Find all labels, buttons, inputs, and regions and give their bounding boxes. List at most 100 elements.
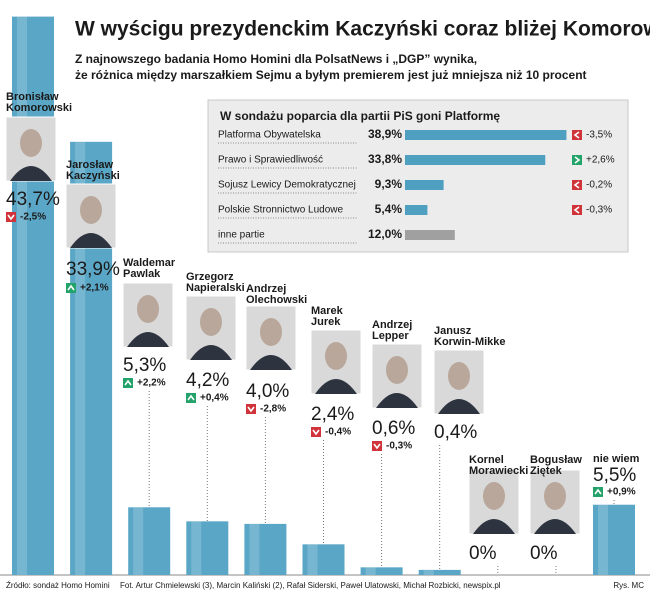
party-name: Prawo i Sprawiedliwość: [218, 155, 323, 166]
photo-suit: [190, 345, 232, 360]
bar-shine: [249, 523, 260, 575]
candidate-name: nie wiem: [593, 453, 640, 465]
value-label: 2,4%: [311, 404, 354, 425]
bar-shine: [75, 141, 86, 576]
change-label: -0,4%: [325, 427, 351, 438]
party-name: Platforma Obywatelska: [218, 130, 321, 141]
candidate-name: Jarosław Kaczyński: [66, 159, 120, 182]
party-name: inne partie: [218, 230, 265, 241]
inset-box: [207, 99, 629, 253]
change-icon-arrow: [67, 284, 75, 291]
change-icon: [572, 180, 582, 190]
photo-face: [137, 295, 159, 323]
change-icon: [311, 427, 321, 437]
inset-title: W sondażu poparcia dla partii PiS goni P…: [220, 109, 500, 123]
value-label: 4,2%: [186, 370, 229, 391]
candidate-name: Bronisław Komorowski: [6, 91, 73, 114]
photo-face: [483, 482, 505, 510]
bar-shine: [307, 544, 318, 575]
photo-credits: Fot. Artur Chmielewski (3), Marcin Kaliń…: [120, 581, 501, 590]
bar: [418, 569, 461, 575]
change-label: -0,3%: [386, 441, 412, 452]
value-label: 0,4%: [434, 422, 477, 443]
change-icon: [123, 378, 133, 388]
change-icon-arrow: [573, 131, 580, 139]
candidate-name: Bogusław Ziętek: [530, 454, 582, 477]
candidate-name: Waldemar Pawlak: [123, 257, 176, 280]
value-label: 33,9%: [66, 259, 120, 280]
bar: [244, 523, 287, 575]
bar: [405, 205, 428, 215]
bar: [405, 155, 546, 165]
photo-face: [386, 356, 408, 384]
bar: [405, 230, 455, 240]
change-icon-arrow: [574, 156, 581, 164]
change-icon-arrow: [7, 214, 15, 221]
change-icon: [572, 205, 582, 215]
change-label: -3,5%: [586, 130, 612, 141]
value-label: 4,0%: [246, 381, 289, 402]
bar-shine: [365, 567, 376, 575]
photo-face: [20, 129, 42, 157]
value-label: 43,7%: [6, 189, 60, 210]
photo-face: [325, 342, 347, 370]
subtitle: że różnica między marszałkiem Sejmu a by…: [75, 68, 587, 82]
photo-suit: [376, 393, 418, 408]
value-label: 0,6%: [372, 418, 415, 439]
bar-shine: [423, 569, 434, 575]
candidate-name: Andrzej Olechowski: [246, 283, 308, 306]
change-label: +2,6%: [586, 155, 615, 166]
bar: [12, 16, 54, 576]
candidate-name: Marek Jurek: [311, 305, 343, 328]
bar-shine: [598, 504, 608, 575]
change-label: -0,3%: [586, 205, 612, 216]
change-icon-arrow: [594, 488, 602, 495]
value-label: 5,3%: [123, 355, 166, 376]
change-icon: [593, 487, 603, 497]
value-label: 5,4%: [375, 202, 403, 216]
change-icon-arrow: [312, 429, 320, 436]
bar: [302, 544, 345, 575]
value-label: 0%: [469, 543, 497, 564]
change-icon-arrow: [573, 181, 580, 189]
candidate-name: Janusz Korwin-Mikke: [434, 325, 506, 348]
candidate-name: Grzegorz Napieralski: [186, 271, 245, 294]
value-label: 0%: [530, 543, 558, 564]
bar: [405, 180, 444, 190]
bar-shine: [133, 507, 144, 575]
candidate-name: Andrzej Lepper: [372, 319, 413, 342]
change-label: -2,8%: [260, 404, 286, 415]
bar: [360, 567, 403, 575]
change-label: -2,5%: [20, 212, 46, 223]
photo-suit: [438, 399, 480, 414]
photo-suit: [250, 355, 292, 370]
bar: [405, 130, 567, 140]
change-icon-arrow: [187, 394, 195, 401]
party-name: Sojusz Lewicy Demokratycznej: [218, 180, 356, 191]
candidate-name: Kornel Morawiecki: [469, 454, 529, 477]
change-icon-arrow: [124, 379, 132, 386]
change-icon: [246, 404, 256, 414]
change-label: +2,2%: [137, 378, 166, 389]
change-icon-arrow: [373, 443, 381, 450]
photo-suit: [534, 519, 576, 534]
party-name: Polskie Stronnictwo Ludowe: [218, 205, 344, 216]
photo-face: [200, 308, 222, 336]
value-label: 9,3%: [375, 177, 403, 191]
credit: Rys. MC: [613, 581, 644, 590]
bar: [128, 507, 171, 575]
change-icon-arrow: [247, 406, 255, 413]
bar: [593, 504, 635, 575]
photo-suit: [10, 166, 52, 181]
change-icon: [572, 155, 582, 165]
value-label: 38,9%: [368, 127, 402, 141]
photo-suit: [127, 332, 169, 347]
bar-shine: [17, 16, 27, 576]
source: Źródło: sondaż Homo Homini: [6, 581, 110, 590]
bar: [186, 521, 229, 575]
photo-suit: [315, 379, 357, 394]
change-label: +0,9%: [607, 487, 636, 498]
change-label: +2,1%: [80, 283, 109, 294]
